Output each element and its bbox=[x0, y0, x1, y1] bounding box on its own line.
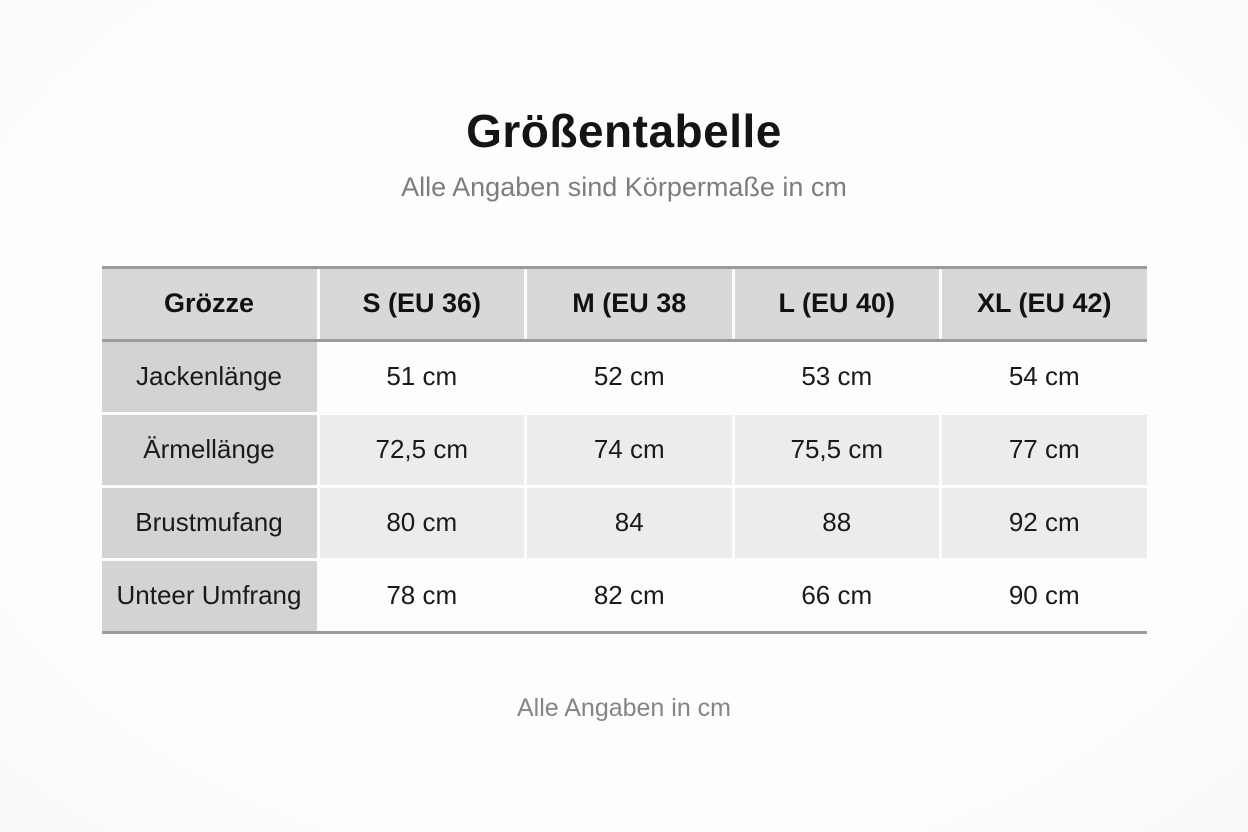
size-table: Grözze S (EU 36) M (EU 38 L (EU 40) XL (… bbox=[101, 265, 1147, 634]
table-header-row: Grözze S (EU 36) M (EU 38 L (EU 40) XL (… bbox=[101, 268, 1147, 342]
column-header-l: L (EU 40) bbox=[734, 268, 939, 339]
row-label: Unteer Umfrang bbox=[101, 560, 317, 631]
table-cell: 84 bbox=[527, 487, 732, 558]
footer-note: Alle Angaben in cm bbox=[516, 693, 732, 722]
table-cell: 54 cm bbox=[942, 341, 1147, 412]
table-cell: 90 cm bbox=[942, 560, 1147, 631]
row-label: Ärmellänge bbox=[101, 414, 317, 485]
table-body: Jackenlänge 51 cm 52 cm 53 cm 54 cm Ärme… bbox=[101, 341, 1147, 631]
page-title: Größentabelle bbox=[466, 105, 782, 157]
table-cell: 75,5 cm bbox=[734, 414, 939, 485]
table-cell: 92 cm bbox=[942, 487, 1147, 558]
table-cell: 88 bbox=[734, 487, 939, 558]
table-cell: 72,5 cm bbox=[319, 414, 524, 485]
row-label: Brustmufang bbox=[101, 487, 317, 558]
table-cell: 51 cm bbox=[319, 341, 524, 412]
table-cell: 77 cm bbox=[942, 414, 1147, 485]
column-header-size: Grözze bbox=[101, 268, 317, 339]
table-cell: 80 cm bbox=[319, 487, 524, 558]
column-header-m: M (EU 38 bbox=[527, 268, 732, 339]
table-cell: 82 cm bbox=[527, 560, 732, 631]
row-label: Jackenlänge bbox=[101, 341, 317, 412]
table-cell: 53 cm bbox=[734, 341, 939, 412]
table-cell: 74 cm bbox=[527, 414, 732, 485]
table-cell: 78 cm bbox=[319, 560, 524, 631]
table-cell: 66 cm bbox=[734, 560, 939, 631]
table-cell: 52 cm bbox=[527, 341, 732, 412]
column-header-xl: XL (EU 42) bbox=[942, 268, 1147, 339]
column-header-s: S (EU 36) bbox=[319, 268, 524, 339]
page-subtitle: Alle Angaben sind Körpermaße in cm bbox=[401, 171, 847, 202]
